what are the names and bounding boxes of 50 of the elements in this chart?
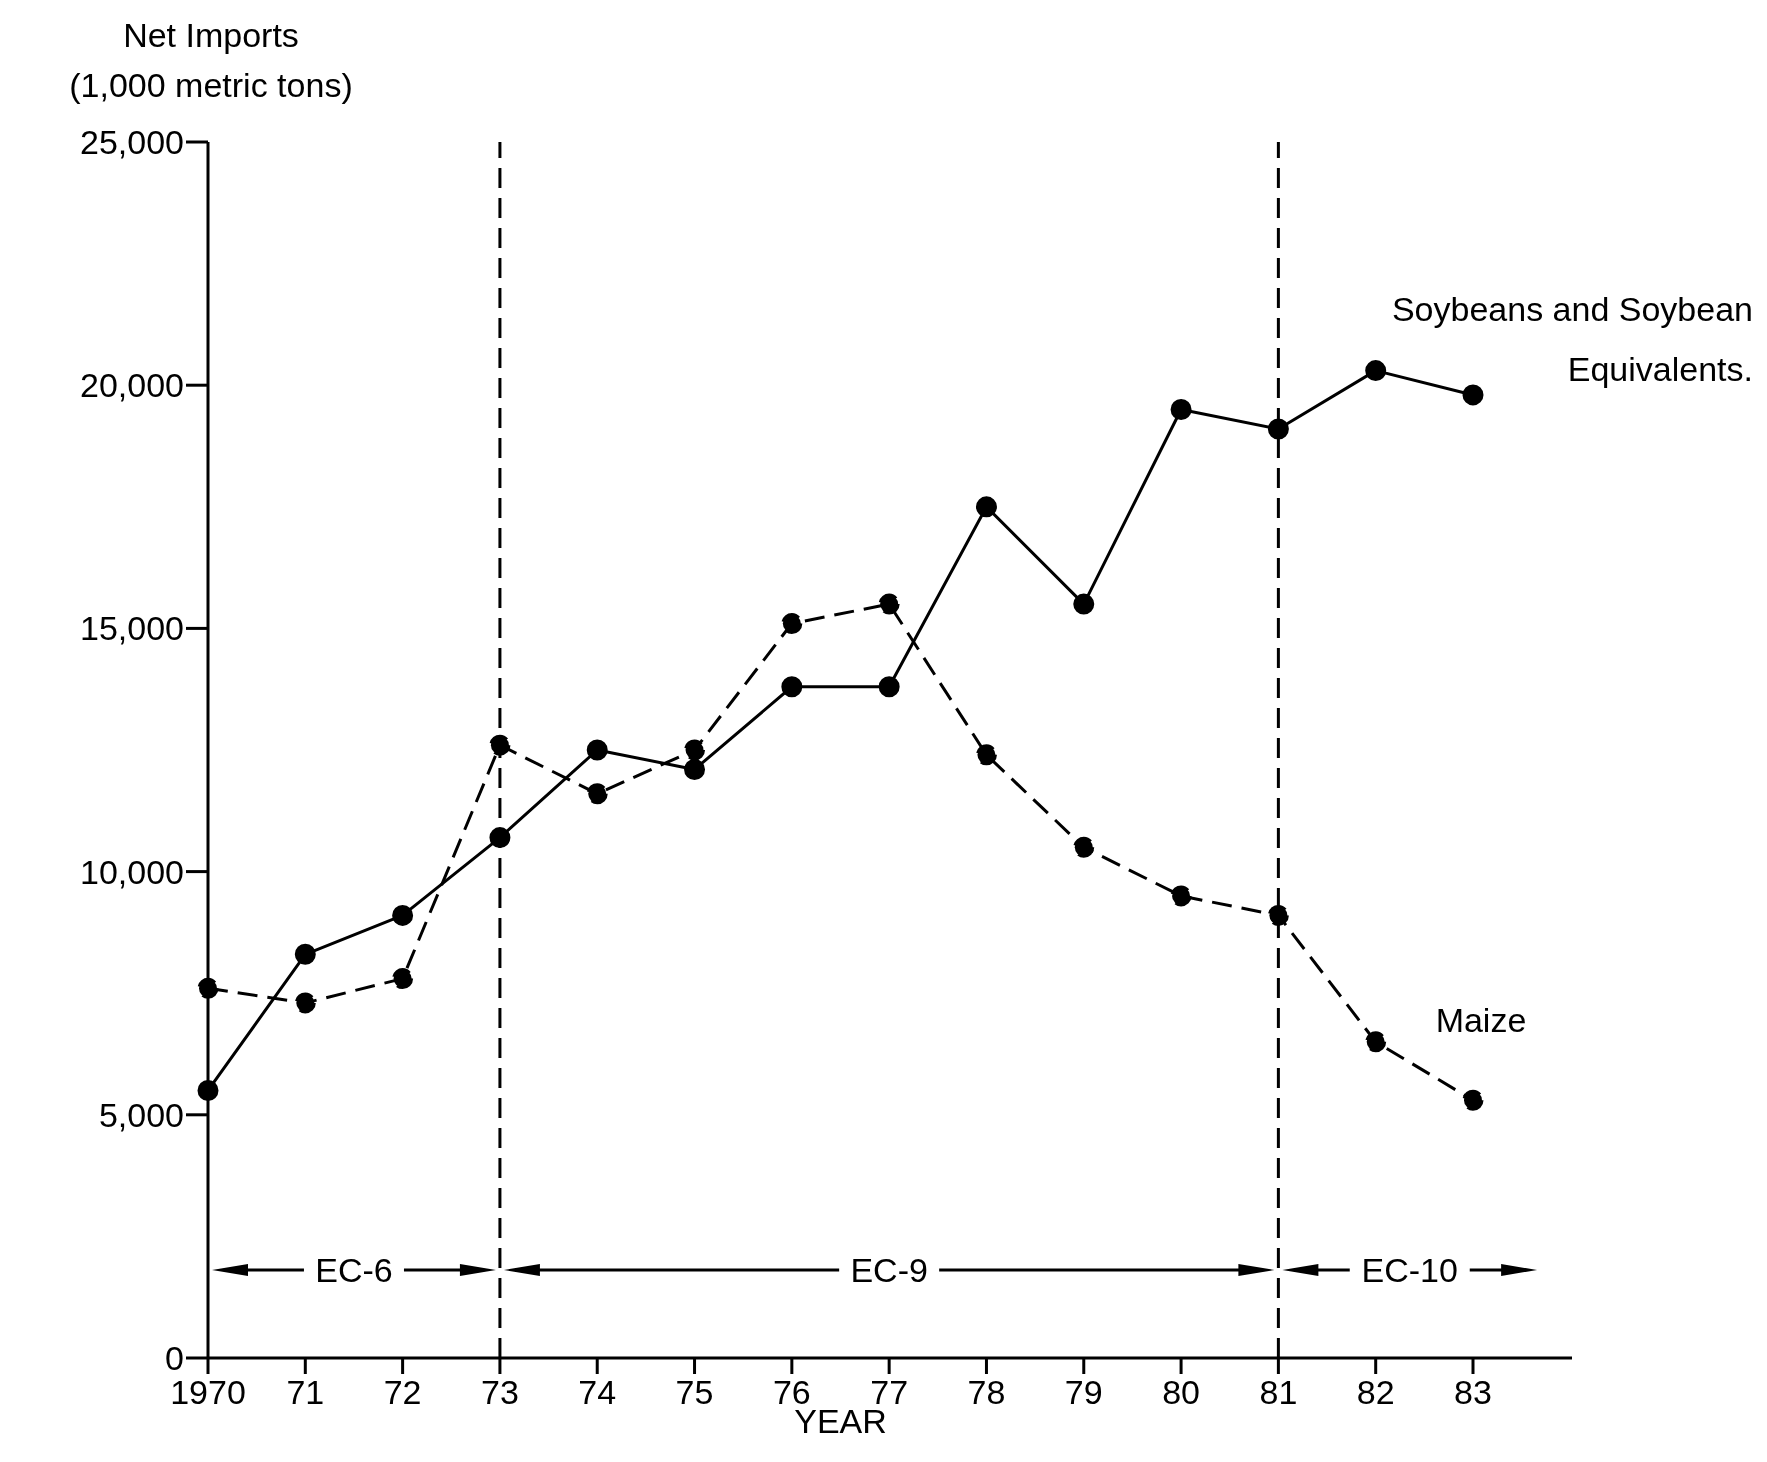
point [392, 968, 414, 990]
series-label: Soybeans and Soybean Equivalents. [1391, 289, 1753, 388]
point [489, 734, 511, 756]
point [1462, 384, 1484, 406]
x-tick-label: 81 [1259, 1373, 1298, 1412]
x-tick-label: 82 [1356, 1373, 1395, 1412]
point [1073, 593, 1095, 615]
point [294, 943, 316, 965]
point [586, 739, 608, 761]
point [1365, 360, 1387, 382]
point [1170, 399, 1192, 421]
x-tick-label: 75 [675, 1373, 714, 1412]
point [1073, 836, 1095, 858]
point [197, 1079, 219, 1101]
y-tick-label: 25,000 [80, 123, 184, 162]
point [878, 593, 900, 615]
x-tick-label: 78 [967, 1373, 1006, 1412]
annotation: EC-6 [315, 1251, 393, 1289]
point [392, 904, 414, 926]
x-tick-label: 83 [1454, 1373, 1492, 1412]
x-tick-label: 72 [383, 1373, 422, 1412]
x-tick-label: 79 [1064, 1373, 1103, 1412]
point [197, 977, 219, 999]
point [586, 783, 608, 805]
y-tick-label: 15,000 [80, 609, 184, 648]
point [684, 739, 706, 761]
point [781, 676, 803, 698]
annotation: EC-10 [1361, 1251, 1458, 1289]
point [781, 613, 803, 635]
point [878, 676, 900, 698]
point [294, 992, 316, 1014]
y-tick-label: 5,000 [98, 1095, 184, 1134]
series-label: Maize [1435, 1001, 1527, 1040]
point [1365, 1031, 1387, 1053]
x-tick-label: 73 [481, 1373, 519, 1412]
x-tick-label: 71 [286, 1373, 325, 1412]
y-tick-label: 20,000 [80, 366, 184, 405]
point [1462, 1089, 1484, 1111]
point [489, 827, 511, 849]
point [975, 744, 997, 766]
y-axis-title: Net Imports (1,000 metric tons) [68, 15, 354, 106]
annotation: EC-9 [850, 1251, 928, 1289]
point [1170, 885, 1192, 907]
point [684, 758, 706, 780]
point [1267, 418, 1289, 440]
point [975, 496, 997, 518]
point [1267, 904, 1289, 926]
x-tick-label: 80 [1162, 1373, 1200, 1412]
y-tick-label: 10,000 [80, 852, 184, 891]
x-tick-label: 74 [578, 1373, 617, 1412]
